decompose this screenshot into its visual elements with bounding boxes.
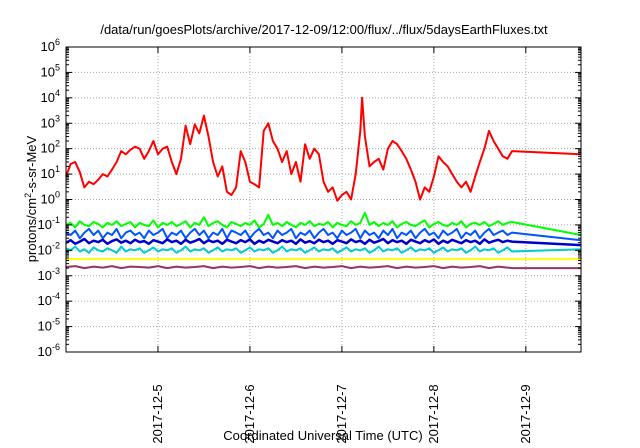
series-line-1 bbox=[65, 96, 582, 202]
y-axis: 106 105 104 103 102 101 100 10-1 10-2 10-3 10-4 10-… bbox=[38, 37, 581, 359]
x-tick-label: 2017-12-7 bbox=[334, 384, 349, 443]
y-tick-label: 10-6 bbox=[38, 342, 60, 359]
x-tick-label: 2017-12-5 bbox=[150, 384, 165, 443]
y-tick-label: 100 bbox=[41, 190, 60, 207]
series-line-3 bbox=[65, 227, 582, 242]
series-line-7 bbox=[65, 265, 581, 270]
x-tick-label: 2017-12-9 bbox=[518, 384, 533, 443]
x-tick-label: 2017-12-8 bbox=[426, 384, 441, 443]
x-axis: 2017-12-5 2017-12-6 2017-12-7 2017-12-8 2017… bbox=[150, 47, 533, 444]
y-tick-label: 10-3 bbox=[38, 266, 60, 283]
y-tick-label: 105 bbox=[41, 62, 60, 79]
y-tick-label: 10-5 bbox=[38, 317, 60, 334]
series-line-5 bbox=[65, 237, 582, 247]
y-axis-label: protons/cm2-s-sr-MeV bbox=[23, 135, 39, 262]
x-axis-label: Coordinated Universal Time (UTC) bbox=[223, 428, 422, 443]
series-line-4 bbox=[65, 245, 582, 254]
y-axis-label-suffix: -s-sr-MeV bbox=[24, 135, 39, 192]
y-axis-label-sup: 2 bbox=[23, 193, 33, 198]
x-tick-label: 2017-12-6 bbox=[242, 384, 257, 443]
y-tick-label: 103 bbox=[41, 113, 60, 130]
y-tick-label: 10-2 bbox=[38, 240, 60, 257]
series-line-2 bbox=[65, 211, 582, 236]
grid bbox=[66, 47, 581, 352]
plot-frame bbox=[65, 46, 582, 353]
y-tick-label: 106 bbox=[41, 37, 60, 54]
y-axis-label-prefix: protons/cm bbox=[24, 198, 39, 262]
y-tick-label: 104 bbox=[41, 88, 60, 105]
y-tick-label: 101 bbox=[41, 164, 60, 181]
y-tick-label: 102 bbox=[41, 139, 60, 156]
y-tick-label: 10-1 bbox=[38, 215, 60, 232]
series-group bbox=[65, 96, 582, 270]
y-tick-label: 10-4 bbox=[38, 291, 60, 308]
chart-title: /data/run/goesPlots/archive/2017-12-09/1… bbox=[100, 22, 548, 37]
